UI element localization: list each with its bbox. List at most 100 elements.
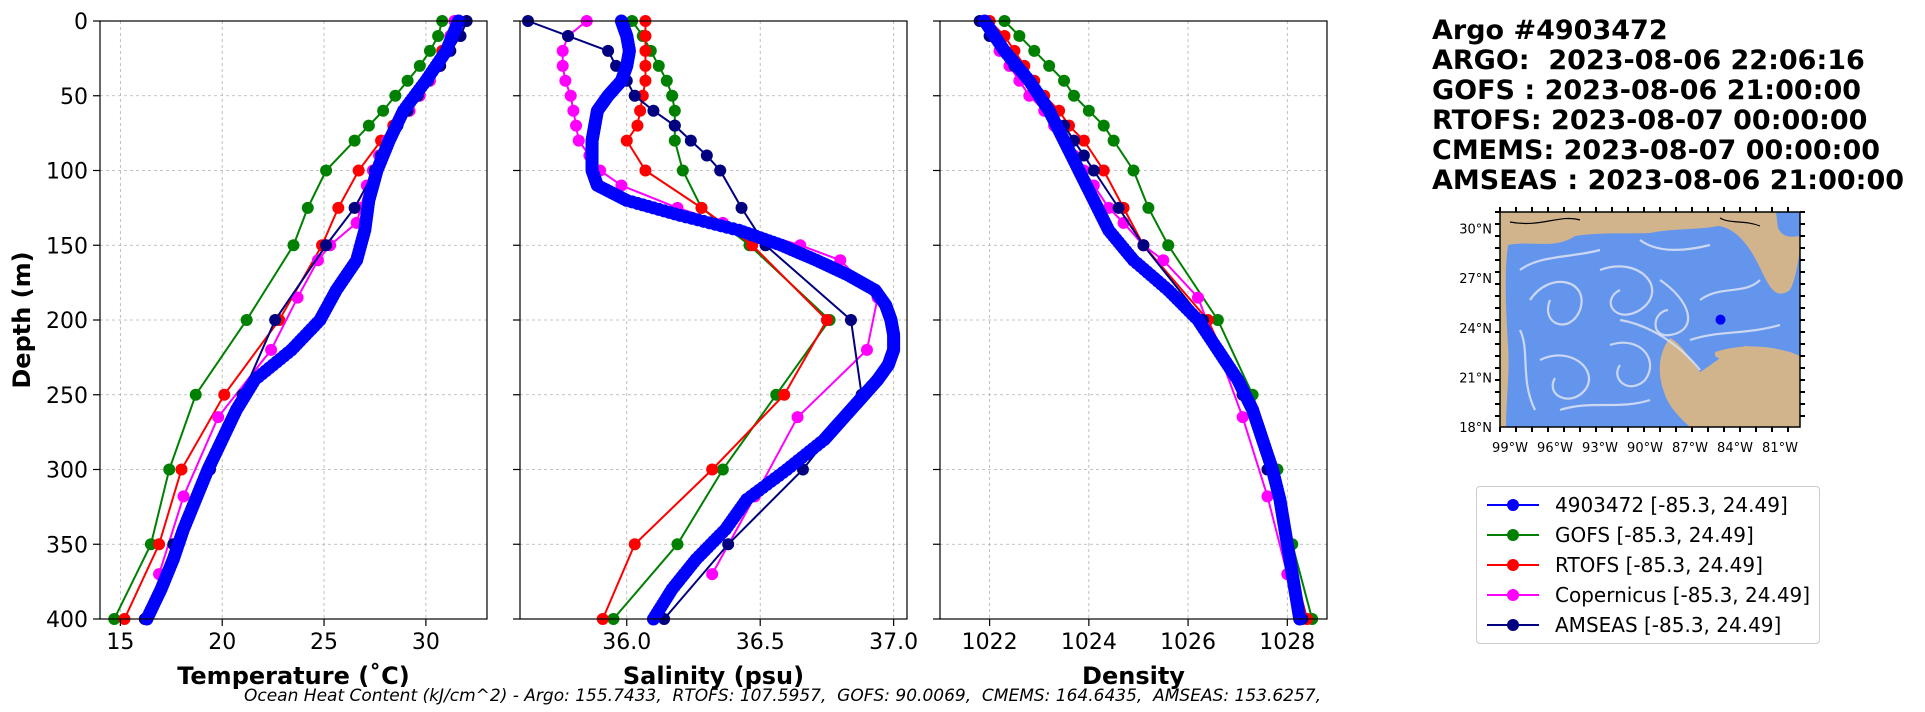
data-point xyxy=(332,201,345,214)
data-point xyxy=(639,164,652,177)
amseas-time: AMSEAS : 2023-08-06 21:00:00 xyxy=(1432,165,1905,196)
legend-label: AMSEAS [-85.3, 24.49] xyxy=(1555,613,1782,637)
data-point xyxy=(212,411,225,424)
series-group xyxy=(522,14,901,626)
y-tick-label: 300 xyxy=(46,459,88,484)
x-axis-label: Temperature (˚C) xyxy=(177,662,410,690)
data-point xyxy=(652,59,665,72)
data-point xyxy=(620,134,633,147)
data-point xyxy=(175,463,188,476)
data-point xyxy=(706,463,719,476)
gofs-time: GOFS : 2023-08-06 21:00:00 xyxy=(1432,75,1862,106)
data-point xyxy=(716,463,729,476)
argo-time: ARGO: 2023-08-06 22:06:16 xyxy=(1432,45,1865,76)
y-tick-label: 250 xyxy=(46,384,88,409)
map-lon-label: 90°W xyxy=(1627,441,1663,456)
data-point xyxy=(1013,29,1026,42)
data-point xyxy=(735,201,748,214)
map-lon-label: 96°W xyxy=(1537,441,1573,456)
data-point xyxy=(860,343,873,356)
data-point xyxy=(1058,74,1071,87)
data-point xyxy=(778,388,791,401)
data-point xyxy=(1127,164,1140,177)
data-point xyxy=(218,388,231,401)
map-lon-label: 93°W xyxy=(1582,441,1618,456)
land xyxy=(1715,346,1800,362)
x-tick-label: 36.5 xyxy=(736,630,785,655)
data-point xyxy=(1162,239,1175,252)
y-tick-label: 350 xyxy=(46,533,88,558)
legend: 4903472 [-85.3, 24.49] GOFS [-85.3, 24.4… xyxy=(1476,486,1820,644)
data-point xyxy=(1043,59,1056,72)
current-streamline xyxy=(1559,398,1651,412)
legend-item: GOFS [-85.3, 24.49] xyxy=(1485,521,1754,549)
series-group xyxy=(108,14,473,626)
data-point xyxy=(1157,254,1170,267)
x-tick-label: 1024 xyxy=(1061,630,1117,655)
x-tick-label: 25 xyxy=(310,630,338,655)
float-title: Argo #4903472 xyxy=(1432,15,1668,46)
legend-marker xyxy=(1487,559,1539,571)
map-lon-label: 84°W xyxy=(1717,441,1753,456)
ocean xyxy=(1776,212,1800,237)
data-point xyxy=(666,89,679,102)
y-axis-label: Depth (m) xyxy=(8,251,36,388)
data-point xyxy=(287,239,300,252)
current-streamline xyxy=(1654,279,1690,337)
data-point xyxy=(602,44,615,57)
legend-marker xyxy=(1487,499,1539,511)
data-point xyxy=(153,538,166,551)
map-lon-label: 99°W xyxy=(1492,441,1528,456)
data-point xyxy=(647,104,660,117)
data-point xyxy=(631,119,644,132)
data-point xyxy=(791,411,804,424)
data-point xyxy=(615,179,628,192)
map-lat-label: 21°N xyxy=(1459,371,1492,386)
series-line xyxy=(983,20,1289,575)
x-tick-label: 1026 xyxy=(1160,630,1216,655)
data-point xyxy=(1077,149,1090,162)
legend-label: RTOFS [-85.3, 24.49] xyxy=(1555,553,1763,577)
current-streamline xyxy=(1689,323,1781,342)
rtofs-time: RTOFS: 2023-08-07 00:00:00 xyxy=(1432,105,1868,136)
y-tick-label: 200 xyxy=(46,309,88,334)
data-point xyxy=(639,74,652,87)
data-point xyxy=(695,201,708,214)
series-group xyxy=(973,14,1319,626)
data-point xyxy=(668,119,681,132)
state-border xyxy=(1719,217,1761,227)
data-point xyxy=(700,149,713,162)
map-lon-label: 87°W xyxy=(1672,441,1708,456)
data-point xyxy=(401,74,414,87)
data-point xyxy=(684,134,697,147)
map-lat-label: 27°N xyxy=(1459,272,1492,287)
y-tick-label: 150 xyxy=(46,234,88,259)
chart-panel: 1022 1024 1026 1028 Density xyxy=(933,14,1328,690)
data-point xyxy=(1077,134,1090,147)
legend-label: 4903472 [-85.3, 24.49] xyxy=(1555,493,1788,517)
data-point xyxy=(671,538,684,551)
data-point xyxy=(556,59,569,72)
data-point xyxy=(820,314,833,326)
data-point xyxy=(559,74,572,87)
current-streamline xyxy=(1619,318,1701,371)
cmems-time: CMEMS: 2023-08-07 00:00:00 xyxy=(1432,135,1881,166)
legend-label: GOFS [-85.3, 24.49] xyxy=(1555,523,1754,547)
map-lat-label: 18°N xyxy=(1459,421,1492,436)
data-point xyxy=(1067,89,1080,102)
current-streamline xyxy=(1519,248,1601,271)
current-streamline xyxy=(1539,354,1591,400)
chart-panel: 36.0 36.5 37.0 Salinity (psu) xyxy=(513,14,918,690)
y-tick-label: 50 xyxy=(60,85,88,110)
current-streamline xyxy=(1519,329,1536,411)
data-point xyxy=(269,314,282,326)
data-point xyxy=(432,29,445,42)
data-point xyxy=(1236,411,1249,424)
current-streamline xyxy=(1639,239,1711,252)
data-point xyxy=(1097,119,1110,132)
data-point xyxy=(413,59,426,72)
state-border xyxy=(1509,217,1581,225)
data-point xyxy=(1028,44,1041,57)
y-tick-label: 0 xyxy=(74,10,88,35)
data-point xyxy=(377,104,390,117)
